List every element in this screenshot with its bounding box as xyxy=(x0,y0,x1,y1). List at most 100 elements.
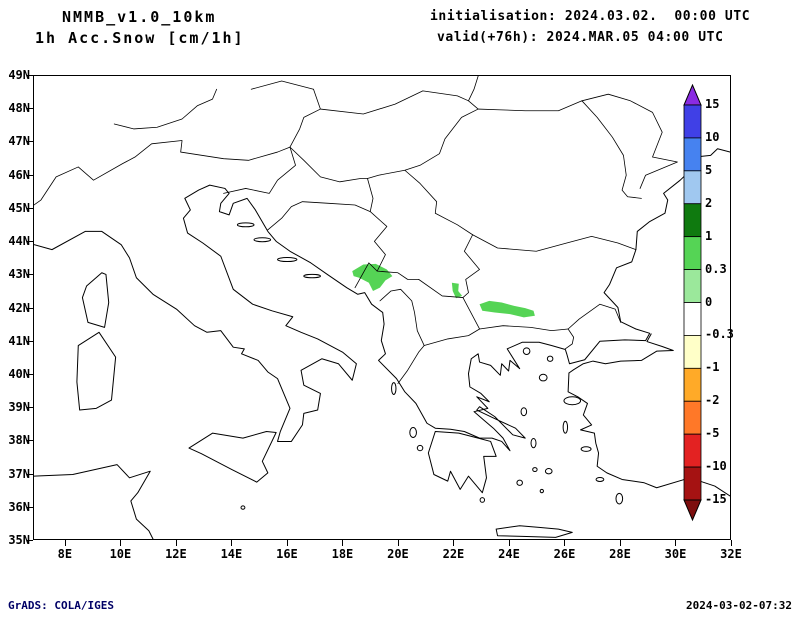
coastline-tunisia xyxy=(34,465,153,539)
island xyxy=(517,480,523,485)
island xyxy=(278,258,297,262)
x-tick xyxy=(564,540,566,546)
border-bulgaria-greece xyxy=(480,326,569,331)
island xyxy=(547,356,553,361)
y-tick-label: 46N xyxy=(8,167,30,182)
border-albania-east xyxy=(380,289,424,345)
coastline-sicily xyxy=(189,432,276,483)
colorbar-tick-label: -5 xyxy=(705,426,720,441)
border-macedonia-bulgaria xyxy=(463,298,480,329)
colorbar-segment xyxy=(683,400,702,435)
colorbar-segment xyxy=(683,335,702,369)
x-tick-label: 26E xyxy=(553,547,576,561)
island xyxy=(304,274,321,277)
island xyxy=(410,428,417,438)
init-time: initialisation: 2024.03.02. 00:00 UTC xyxy=(430,9,751,24)
colorbar-segment xyxy=(683,170,702,205)
shaded-regions xyxy=(352,263,535,318)
y-tick xyxy=(27,506,33,508)
colorbar-segment xyxy=(683,433,702,468)
y-tick-label: 48N xyxy=(8,101,30,116)
colorbar-segment xyxy=(683,302,702,336)
colorbar-segment xyxy=(683,203,702,238)
colorbar-tick-label: -0.3 xyxy=(705,327,734,342)
model-name: NMMB_v1.0_10km xyxy=(62,8,217,26)
border-albania-greece xyxy=(398,346,424,384)
creation-timestamp: 2024-03-02-07:32 xyxy=(686,599,792,612)
y-tick xyxy=(27,473,33,475)
border-czech-austria xyxy=(251,81,313,89)
colorbar-tick-label: -1 xyxy=(705,360,720,375)
border-greece-turkey xyxy=(565,329,573,349)
colorbar-svg xyxy=(683,83,702,522)
x-tick xyxy=(120,540,122,546)
colorbar-segment xyxy=(683,104,702,139)
border-slovenia-croatia xyxy=(224,147,296,193)
y-tick xyxy=(27,540,33,541)
x-tick-label: 10E xyxy=(109,547,132,561)
y-tick-label: 45N xyxy=(8,200,30,215)
colorbar-segment xyxy=(683,269,702,303)
border-hungary-south-romania-moldova xyxy=(290,101,641,199)
colorbar-tick-label: -2 xyxy=(705,393,720,408)
island xyxy=(596,477,604,481)
y-tick-label: 43N xyxy=(8,267,30,282)
island xyxy=(540,489,543,492)
border-moldova-ukraine xyxy=(582,94,677,188)
y-tick-label: 42N xyxy=(8,300,30,315)
coastline-corsica xyxy=(82,273,108,328)
colorbar-tick-label: 0.3 xyxy=(705,261,727,276)
coastline-peloponnese xyxy=(428,432,496,493)
coastline-balkan-adriatic-aegean-blacksea xyxy=(219,149,730,451)
x-tick xyxy=(231,540,233,546)
border-romania-bulgaria xyxy=(473,235,636,252)
coastlines xyxy=(34,149,730,539)
coastline-crete xyxy=(496,526,572,538)
island xyxy=(480,498,484,503)
coastline-marmara-south xyxy=(569,334,673,373)
snow-shaded-area xyxy=(451,282,463,299)
coastline-turkey-aegean xyxy=(568,373,730,496)
x-tick-label: 8E xyxy=(57,547,73,561)
country-borders xyxy=(34,76,677,384)
y-tick xyxy=(27,407,33,409)
y-tick xyxy=(27,340,33,342)
island xyxy=(564,397,581,405)
coastline-euboea xyxy=(477,407,525,438)
y-tick-label: 41N xyxy=(8,333,30,348)
y-tick xyxy=(27,108,33,110)
x-tick xyxy=(675,540,677,546)
y-tick xyxy=(27,141,33,143)
y-tick-label: 47N xyxy=(8,134,30,149)
island xyxy=(545,469,552,474)
y-tick-label: 35N xyxy=(8,533,30,547)
valid-time: valid(+76h): 2024.MAR.05 04:00 UTC xyxy=(437,30,724,45)
colorbar-tick-label: 1 xyxy=(705,228,713,243)
border-ukraine-top xyxy=(468,76,478,101)
x-tick-label: 30E xyxy=(664,547,687,561)
x-tick xyxy=(619,540,621,546)
map-svg xyxy=(34,76,730,539)
island xyxy=(563,421,567,433)
island xyxy=(254,238,271,242)
colorbar-arrow-top xyxy=(683,83,702,106)
y-tick xyxy=(27,274,33,276)
grads-credit: GrADS: COLA/IGES xyxy=(8,599,114,612)
x-tick-label: 28E xyxy=(609,547,631,561)
colorbar-arrow-bottom xyxy=(683,499,702,522)
colorbar-tick-label: -15 xyxy=(705,492,727,506)
y-tick xyxy=(27,207,33,209)
colorbar xyxy=(681,83,705,524)
border-croatia-serbia xyxy=(367,179,373,212)
y-tick xyxy=(27,440,33,442)
y-tick xyxy=(27,373,33,375)
y-tick-label: 39N xyxy=(8,400,30,415)
island xyxy=(237,223,254,227)
island xyxy=(521,408,527,416)
border-serbia-bulgaria xyxy=(463,235,480,298)
x-tick xyxy=(286,540,288,546)
x-tick xyxy=(64,540,66,546)
x-tick-label: 24E xyxy=(498,547,520,561)
y-tick-label: 44N xyxy=(8,234,30,249)
